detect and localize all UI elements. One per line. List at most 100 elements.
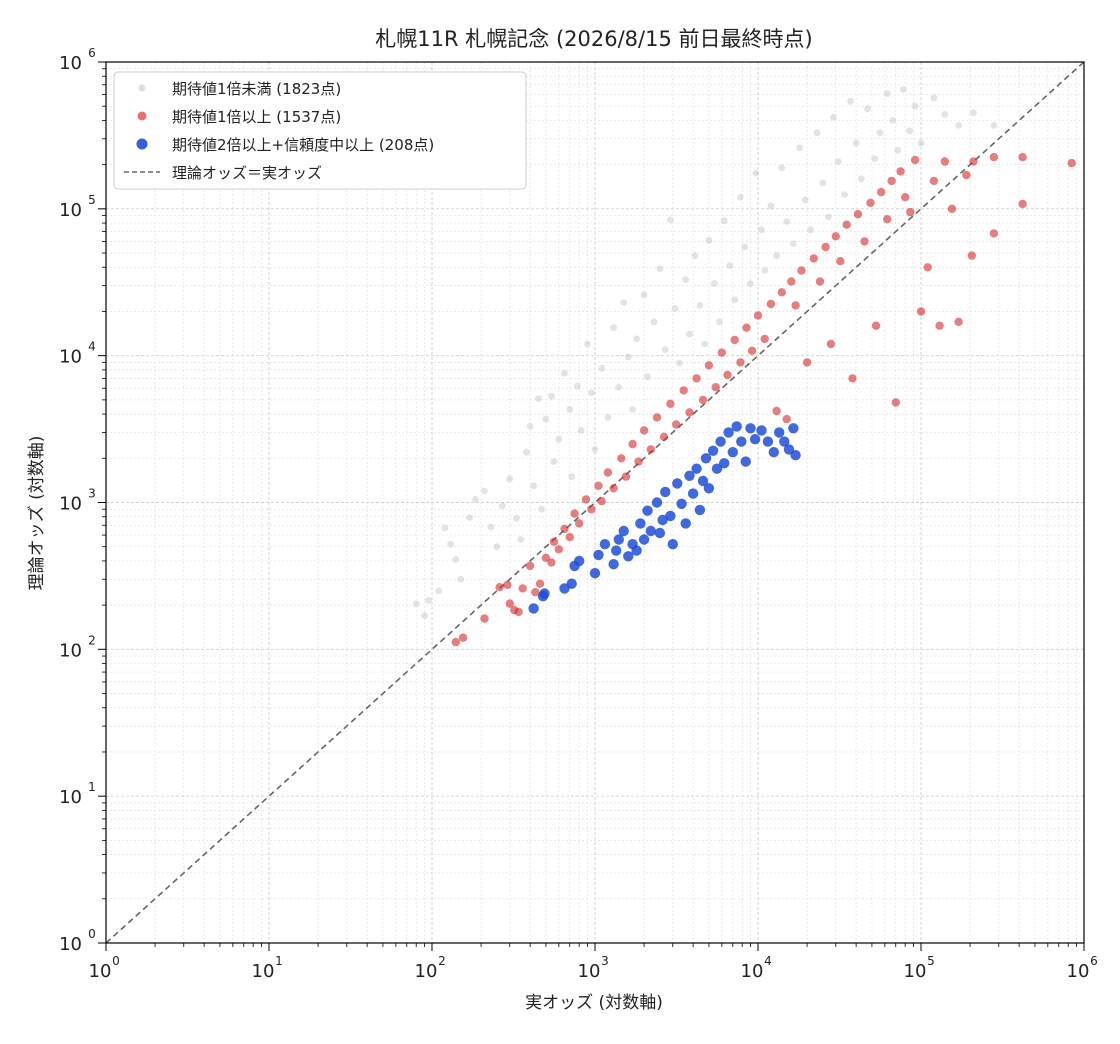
data-point	[541, 553, 551, 562]
data-point	[1018, 152, 1027, 162]
data-point	[819, 179, 827, 187]
series-1	[451, 152, 1076, 647]
data-point	[848, 374, 857, 383]
data-point	[513, 514, 520, 522]
data-point	[672, 420, 681, 429]
data-point	[657, 514, 668, 526]
data-point	[711, 280, 718, 287]
data-point	[889, 117, 897, 124]
data-point	[962, 170, 971, 180]
data-point	[809, 254, 818, 263]
data-point	[624, 353, 632, 361]
data-point	[778, 164, 786, 172]
data-point	[610, 324, 617, 332]
data-point	[574, 555, 585, 567]
data-point	[566, 578, 577, 589]
data-point	[796, 144, 803, 152]
data-point	[503, 580, 512, 589]
data-point	[910, 155, 920, 165]
x-tick-label-exponent: 4	[764, 954, 772, 968]
data-point	[766, 299, 776, 309]
data-point	[896, 167, 905, 176]
x-axis-ticks: 10 0 10 1 10 2 10 3 10 4 10 5 10 6	[89, 943, 1098, 982]
data-point	[777, 288, 786, 297]
data-point	[480, 614, 489, 623]
data-point	[548, 392, 555, 400]
data-point	[807, 226, 814, 234]
data-point	[554, 545, 563, 554]
data-point	[726, 262, 734, 270]
series-0	[412, 86, 998, 619]
y-tick-label-exponent: 5	[88, 193, 96, 207]
data-point	[894, 147, 902, 154]
data-point	[608, 559, 619, 570]
data-point	[686, 330, 693, 338]
data-point	[1067, 158, 1076, 168]
data-point	[749, 434, 761, 445]
data-point	[665, 510, 676, 522]
data-point	[876, 129, 884, 137]
data-point	[887, 176, 896, 186]
y-tick-label: 10	[59, 787, 82, 808]
data-point	[594, 481, 603, 490]
x-tick-label: 10	[904, 961, 927, 982]
data-point	[568, 473, 576, 480]
data-point	[435, 587, 443, 595]
data-point	[704, 361, 714, 370]
data-point	[970, 109, 977, 117]
data-point	[618, 525, 629, 537]
data-point	[581, 495, 591, 504]
data-point	[638, 534, 650, 545]
data-point	[990, 122, 998, 129]
data-point	[745, 423, 756, 434]
data-point	[692, 374, 701, 383]
data-point	[871, 321, 881, 330]
data-point	[740, 456, 751, 467]
data-point	[756, 425, 767, 436]
data-point	[539, 588, 550, 599]
y-tick-label-exponent: 2	[88, 633, 96, 647]
x-tick-label: 10	[252, 961, 275, 982]
points-layer	[412, 86, 1076, 647]
data-point	[731, 296, 739, 304]
data-point	[613, 534, 624, 545]
data-point	[761, 267, 769, 274]
y-tick-label-exponent: 4	[88, 340, 96, 354]
y-tick-label-exponent: 0	[88, 927, 96, 941]
data-point	[801, 196, 809, 204]
data-point	[941, 111, 949, 118]
data-point	[646, 445, 655, 454]
data-point	[623, 551, 634, 562]
data-point	[481, 487, 488, 495]
x-tick-label: 10	[1067, 961, 1090, 982]
data-point	[691, 252, 699, 259]
data-point	[752, 169, 760, 177]
data-point	[591, 446, 599, 453]
data-point	[412, 600, 420, 607]
y-tick-label: 10	[59, 53, 82, 74]
data-point	[458, 633, 468, 642]
data-point	[640, 291, 648, 299]
data-point	[542, 415, 550, 423]
x-tick-label-exponent: 1	[275, 954, 283, 968]
data-point	[676, 498, 687, 509]
data-point	[528, 603, 539, 614]
data-point	[598, 364, 606, 372]
data-point	[831, 232, 840, 241]
data-point	[628, 439, 637, 449]
data-point	[604, 414, 612, 421]
y-tick-label: 10	[59, 934, 82, 955]
data-point	[620, 299, 628, 306]
data-point	[441, 524, 449, 532]
data-point	[736, 436, 747, 447]
y-tick-label-exponent: 3	[88, 487, 96, 501]
data-point	[853, 210, 863, 219]
data-point	[788, 423, 799, 434]
data-point	[797, 266, 806, 275]
data-point	[955, 122, 962, 129]
data-point	[694, 504, 706, 516]
x-axis-label: 実オッズ (対数軸)	[525, 993, 663, 1013]
data-point	[651, 497, 663, 508]
data-point	[635, 518, 646, 529]
